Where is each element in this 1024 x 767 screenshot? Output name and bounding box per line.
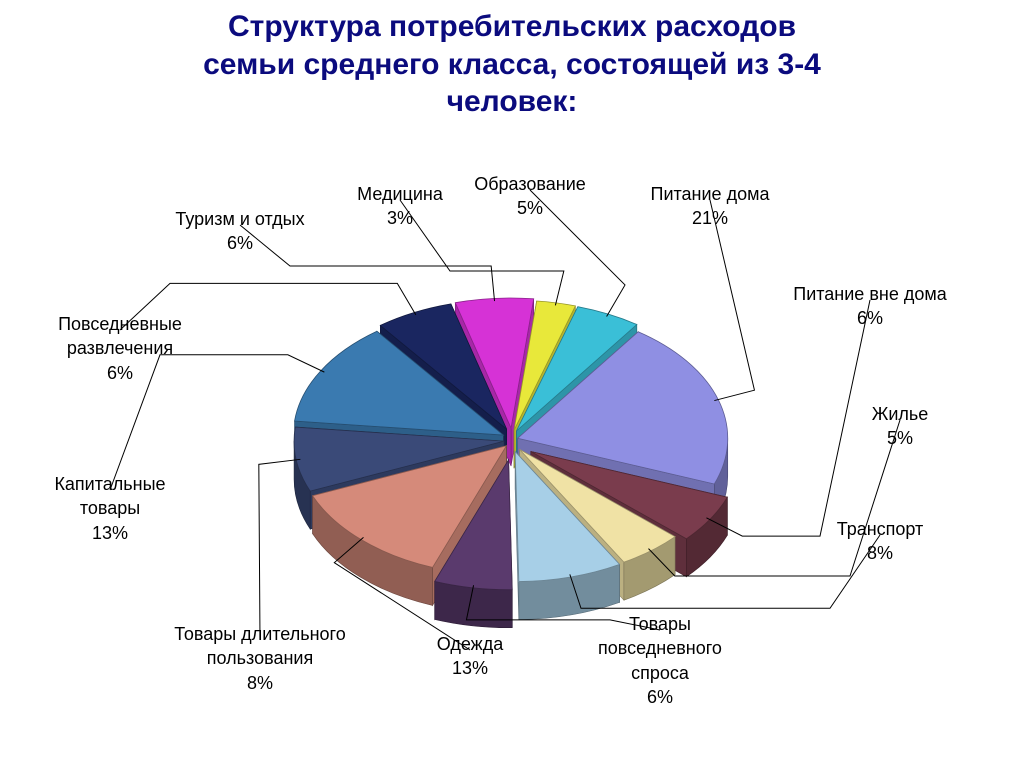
slice-label: Повседневные развлечения 6%: [30, 312, 210, 385]
slice-label: Питание вне дома 6%: [780, 282, 960, 331]
slice-label: Товары длительного пользования 8%: [170, 622, 350, 695]
slice-label: Питание дома 21%: [620, 182, 800, 231]
pie-chart-3d: Питание дома 21% Питание вне дома 6% Жилье…: [0, 170, 1024, 750]
slice-label: Капитальные товары 13%: [20, 472, 200, 545]
slice-label: Товары повседневного спроса 6%: [570, 612, 750, 709]
slice-label: Транспорт 8%: [790, 517, 970, 566]
slice-label: Образование 5%: [440, 172, 620, 221]
page-title: Структура потребительских расходов семьи…: [0, 8, 1024, 121]
slice-label: Жилье 5%: [810, 402, 990, 451]
slice-label: Одежда 13%: [380, 632, 560, 681]
slice-label: Туризм и отдых 6%: [150, 207, 330, 256]
